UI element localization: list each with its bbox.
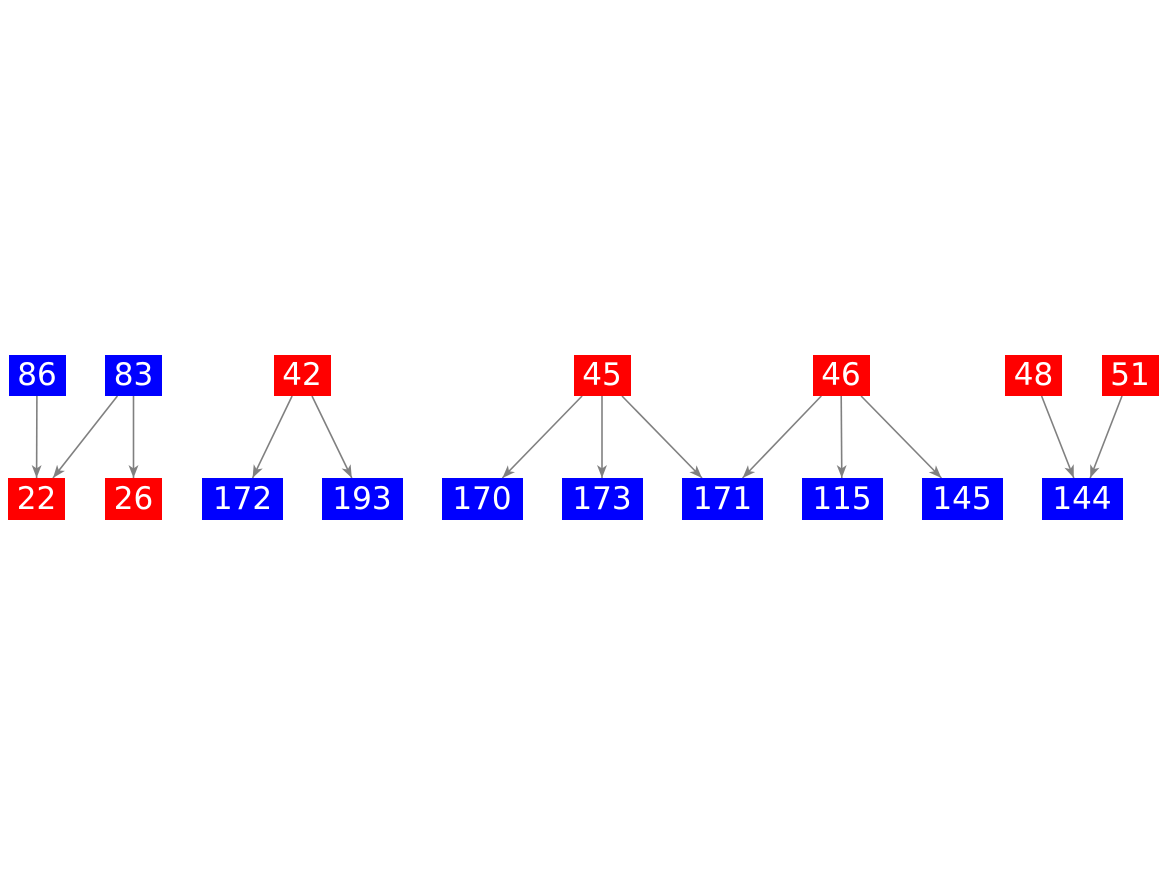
- graph-node-86: 86: [8, 355, 66, 396]
- graph-node-26: 26: [105, 478, 162, 520]
- graph-node-145: 145: [921, 478, 1003, 520]
- graph-node-51: 51: [1101, 355, 1159, 396]
- edge-46-145: [860, 395, 942, 479]
- edge-42-193: [311, 395, 353, 479]
- edge-45-170: [501, 395, 583, 479]
- graph-node-83: 83: [105, 355, 162, 396]
- graph-node-144: 144: [1041, 478, 1123, 520]
- graph-node-48: 48: [1005, 355, 1062, 396]
- graph-node-193: 193: [321, 478, 403, 520]
- edge-51-144: [1089, 395, 1123, 479]
- edge-45-171: [621, 395, 703, 479]
- graph-node-172: 172: [202, 478, 283, 520]
- edge-83-22: [52, 395, 119, 479]
- graph-node-22: 22: [8, 478, 65, 520]
- graph-node-170: 170: [441, 478, 523, 520]
- graph-node-42: 42: [273, 355, 331, 396]
- edge-46-115: [836, 395, 847, 479]
- edge-42-172: [251, 395, 293, 479]
- graph-node-45: 45: [573, 355, 631, 396]
- graph-node-173: 173: [561, 478, 643, 520]
- edge-48-144: [1040, 395, 1075, 479]
- graph-node-115: 115: [801, 478, 883, 520]
- edge-46-171: [742, 395, 822, 479]
- graph-node-171: 171: [682, 478, 763, 520]
- graph-node-46: 46: [812, 355, 870, 396]
